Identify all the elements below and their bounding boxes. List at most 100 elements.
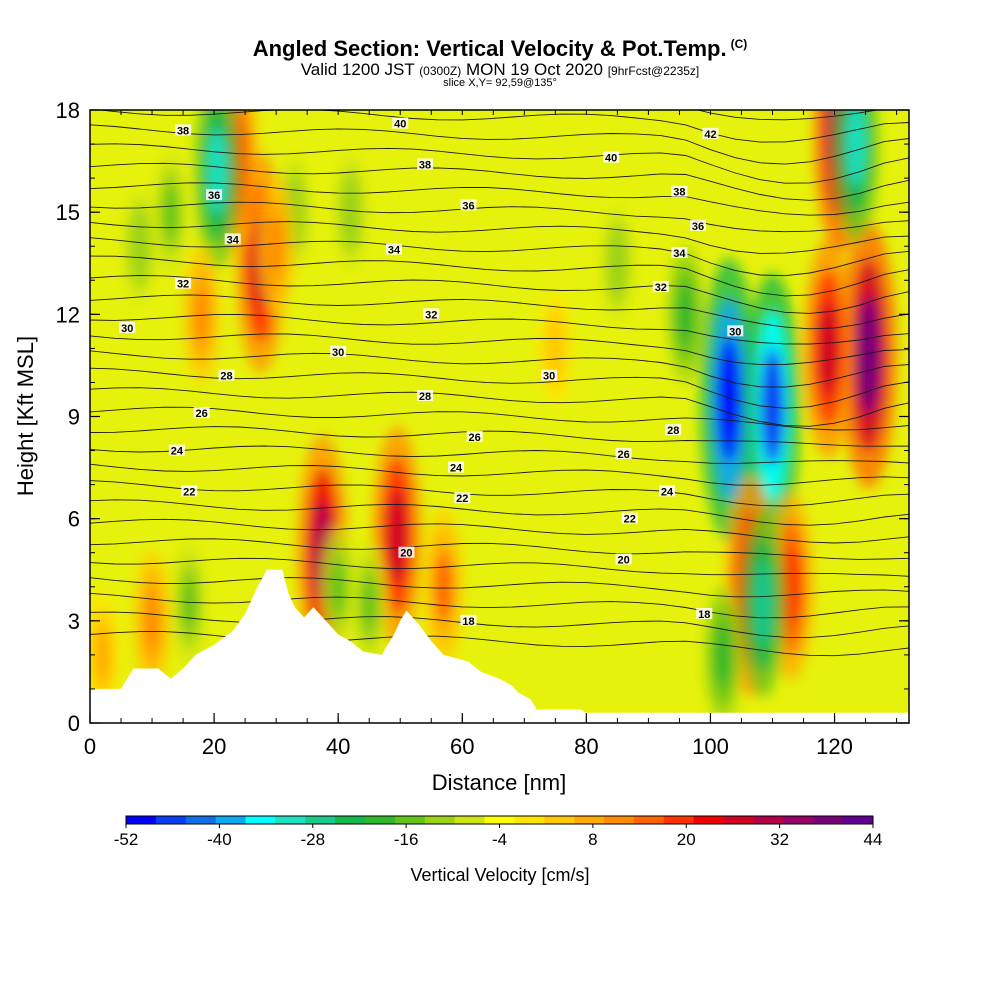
contour-label: 24 xyxy=(450,463,463,475)
contour-label: 42 xyxy=(704,129,716,141)
contour-label: 34 xyxy=(227,234,240,246)
colorbar-tick-label: -40 xyxy=(207,830,232,849)
valid-date: MON 19 Oct 2020 xyxy=(465,60,603,79)
contour-label-bg xyxy=(541,369,558,381)
contour-label: 30 xyxy=(729,326,741,338)
colorbar-swatch xyxy=(783,816,814,824)
y-tick-label: 12 xyxy=(56,302,80,327)
contour-label-bg xyxy=(690,219,707,231)
theta-contour-line xyxy=(90,592,909,619)
velocity-cell-core xyxy=(94,626,111,684)
velocity-cell-core xyxy=(677,283,694,345)
theta-contour-line xyxy=(90,577,909,598)
contour-label: 26 xyxy=(617,449,629,461)
slice-info: slice X,Y= 92,59@135° xyxy=(443,77,557,89)
theta-contour-line xyxy=(90,463,909,486)
contour-label: 40 xyxy=(605,153,617,165)
theta-contour-line xyxy=(90,182,909,216)
contour-label: 26 xyxy=(469,432,481,444)
velocity-cell-core xyxy=(330,559,346,614)
contour-label: 34 xyxy=(388,245,401,257)
theta-contour-line xyxy=(90,611,909,638)
velocity-cell-core xyxy=(361,576,377,631)
x-tick-label: 120 xyxy=(816,734,853,759)
colorbar-swatch xyxy=(155,816,187,824)
contour-label: 28 xyxy=(220,371,232,383)
contour-label: 36 xyxy=(462,200,474,212)
velocity-cell-core xyxy=(760,347,785,466)
contour-label-bg xyxy=(615,553,632,565)
velocity-cell-core xyxy=(144,590,160,652)
contour-label-bg xyxy=(454,492,471,504)
theta-contour-line xyxy=(90,124,909,165)
contour-label: 18 xyxy=(698,609,710,621)
contour-label-bg xyxy=(665,424,682,436)
colorbar-tick-label: 20 xyxy=(677,830,696,849)
colorbar-tick-label: -16 xyxy=(394,830,419,849)
contour-label: 22 xyxy=(183,486,195,498)
theta-contour-line xyxy=(90,538,909,560)
colorbar-tick-label: -28 xyxy=(300,830,325,849)
contour-label: 22 xyxy=(624,514,636,526)
colorbar-swatch xyxy=(245,816,276,824)
colorbar-swatch xyxy=(723,816,754,824)
colorbar-label: Vertical Velocity [cm/s] xyxy=(410,865,589,885)
theta-contour-line xyxy=(90,333,909,366)
contour-label-bg xyxy=(224,233,241,245)
contour-label: 22 xyxy=(456,493,468,505)
theta-contour-line xyxy=(90,426,909,447)
contour-label-bg xyxy=(423,308,440,320)
colorbar-swatch xyxy=(275,816,306,824)
y-axis-label: Height [Kft MSL] xyxy=(13,336,38,496)
colorbar-swatch xyxy=(335,816,366,824)
contour-label-bg xyxy=(193,407,210,419)
velocity-cell-core xyxy=(818,300,839,397)
contour-label-bg xyxy=(671,247,688,259)
y-tick-label: 3 xyxy=(68,609,80,634)
colorbar-swatch xyxy=(484,816,515,824)
title-mark: (C) xyxy=(730,36,748,51)
contour-label: 38 xyxy=(419,159,431,171)
x-axis-label: Distance [nm] xyxy=(432,770,567,795)
x-tick-label: 100 xyxy=(692,734,729,759)
contour-label-bg xyxy=(175,124,192,136)
contour-label: 18 xyxy=(462,616,474,628)
colorbar-swatch xyxy=(843,816,874,824)
contour-label: 30 xyxy=(332,347,344,359)
x-tick-label: 20 xyxy=(202,734,226,759)
y-tick-label: 0 xyxy=(68,711,80,736)
colorbar-swatch xyxy=(126,816,157,824)
contour-label: 20 xyxy=(617,555,629,567)
colorbar-swatch xyxy=(424,816,456,824)
contour-label-bg xyxy=(398,546,415,558)
velocity-cell-core xyxy=(268,215,285,277)
colorbar-tick-label: 32 xyxy=(770,830,789,849)
colorbar-tick-label: 8 xyxy=(588,830,597,849)
colorbar-swatch xyxy=(693,816,725,824)
velocity-cell-core xyxy=(343,186,358,238)
contour-label-bg xyxy=(218,369,235,381)
colorbar-swatch xyxy=(604,816,635,824)
contour-label-bg xyxy=(392,117,409,129)
theta-contour-line xyxy=(90,237,909,277)
contour-label: 34 xyxy=(673,248,686,260)
colorbar-swatch xyxy=(365,816,396,824)
theta-contour-line xyxy=(90,406,909,431)
velocity-cell-core xyxy=(386,487,408,584)
velocity-cell-core xyxy=(435,552,453,621)
theta-contour-line xyxy=(90,557,909,577)
contour-label-bg xyxy=(330,345,347,357)
colorbar-swatch xyxy=(185,816,217,824)
theta-contour-line xyxy=(90,143,909,184)
colorbar-swatch xyxy=(574,816,605,824)
contour-label: 26 xyxy=(196,408,208,420)
theta-contour-line xyxy=(90,387,909,427)
theta-contour-line xyxy=(90,350,909,388)
contour-label: 30 xyxy=(543,371,555,383)
contour-label: 32 xyxy=(655,282,667,294)
contour-label: 40 xyxy=(394,119,406,131)
velocity-cell-core xyxy=(193,283,210,345)
contour-label: 24 xyxy=(171,446,184,458)
contour-label: 38 xyxy=(673,187,685,199)
